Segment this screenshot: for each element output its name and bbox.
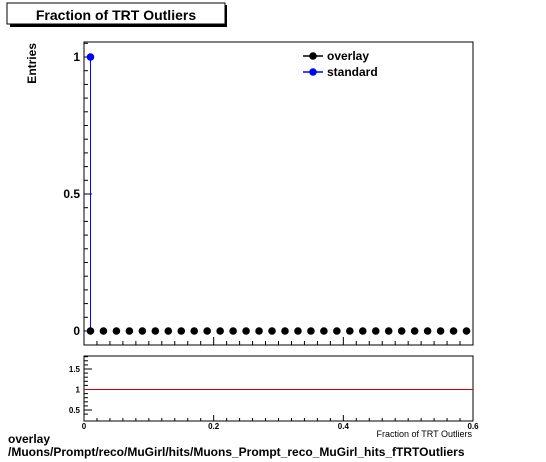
y-tick-label: 1	[73, 50, 80, 64]
overlay-point	[449, 327, 458, 335]
overlay-point	[371, 327, 380, 335]
overlay-point	[164, 327, 173, 335]
series-overlay	[86, 327, 471, 335]
footer-line-1: overlay	[8, 432, 51, 446]
ratio-x-tick-label: 0.2	[208, 422, 220, 431]
overlay-point	[242, 327, 250, 335]
overlay-point	[320, 327, 328, 335]
overlay-point	[333, 327, 341, 335]
overlay-point	[462, 327, 471, 335]
y-tick-label: 0	[73, 324, 80, 338]
ratio-x-tick-label: 0	[82, 422, 87, 431]
overlay-point	[203, 327, 211, 335]
series-standard	[86, 53, 95, 331]
chart-title: Fraction of TRT Outliers	[36, 7, 196, 23]
ratio-x-axis: 0 0.2 0.4 0.6	[82, 415, 479, 431]
footer-line-2: /Muons/Prompt/reco/MuGirl/hits/Muons_Pro…	[8, 445, 465, 459]
overlay-point	[281, 327, 289, 335]
overlay-point	[138, 327, 147, 335]
ratio-x-tick-label: 0.6	[467, 422, 479, 431]
main-plot-frame	[83, 41, 474, 346]
ratio-y-tick-label: 1	[76, 386, 81, 395]
legend-overlay-marker	[309, 52, 317, 60]
overlay-point	[346, 327, 354, 335]
overlay-point	[229, 327, 237, 335]
overlay-point	[151, 327, 160, 335]
legend: overlay standard	[303, 49, 378, 79]
ratio-y-tick-label: 0.5	[69, 406, 81, 415]
overlay-point	[99, 327, 108, 335]
overlay-point	[190, 327, 199, 335]
overlay-point	[436, 327, 445, 335]
overlay-point	[255, 327, 263, 335]
overlay-point	[268, 327, 276, 335]
y-tick-label: 0.5	[63, 187, 80, 201]
legend-standard-marker	[309, 68, 317, 76]
overlay-point	[384, 327, 393, 335]
legend-standard-label: standard	[327, 65, 378, 79]
title-box: Fraction of TRT Outliers	[6, 2, 227, 27]
ratio-x-tick-label: 0.4	[338, 422, 350, 431]
overlay-point	[112, 327, 121, 335]
overlay-point	[294, 327, 302, 335]
overlay-point	[358, 327, 367, 335]
overlay-point	[177, 327, 186, 335]
overlay-point	[86, 327, 95, 335]
overlay-point	[423, 327, 432, 335]
y-axis-label: Entries	[25, 43, 39, 84]
ratio-y-tick-label: 1.5	[69, 365, 81, 374]
legend-overlay-label: overlay	[327, 49, 369, 63]
x-axis-label: Fraction of TRT Outliers	[376, 429, 472, 439]
overlay-point	[125, 327, 134, 335]
main-x-axis	[83, 337, 474, 345]
ratio-plot-frame	[83, 355, 474, 422]
overlay-point	[410, 327, 419, 335]
standard-point	[86, 53, 95, 61]
overlay-point	[216, 327, 224, 335]
overlay-point	[307, 327, 315, 335]
overlay-point	[397, 327, 406, 335]
